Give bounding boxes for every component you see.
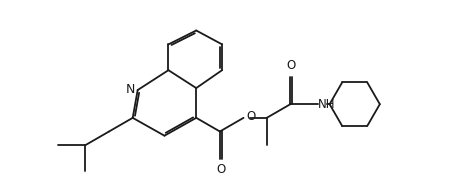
Text: NH: NH bbox=[318, 98, 336, 111]
Text: O: O bbox=[216, 163, 225, 176]
Text: O: O bbox=[246, 110, 255, 123]
Text: N: N bbox=[126, 83, 136, 96]
Text: O: O bbox=[287, 59, 296, 72]
